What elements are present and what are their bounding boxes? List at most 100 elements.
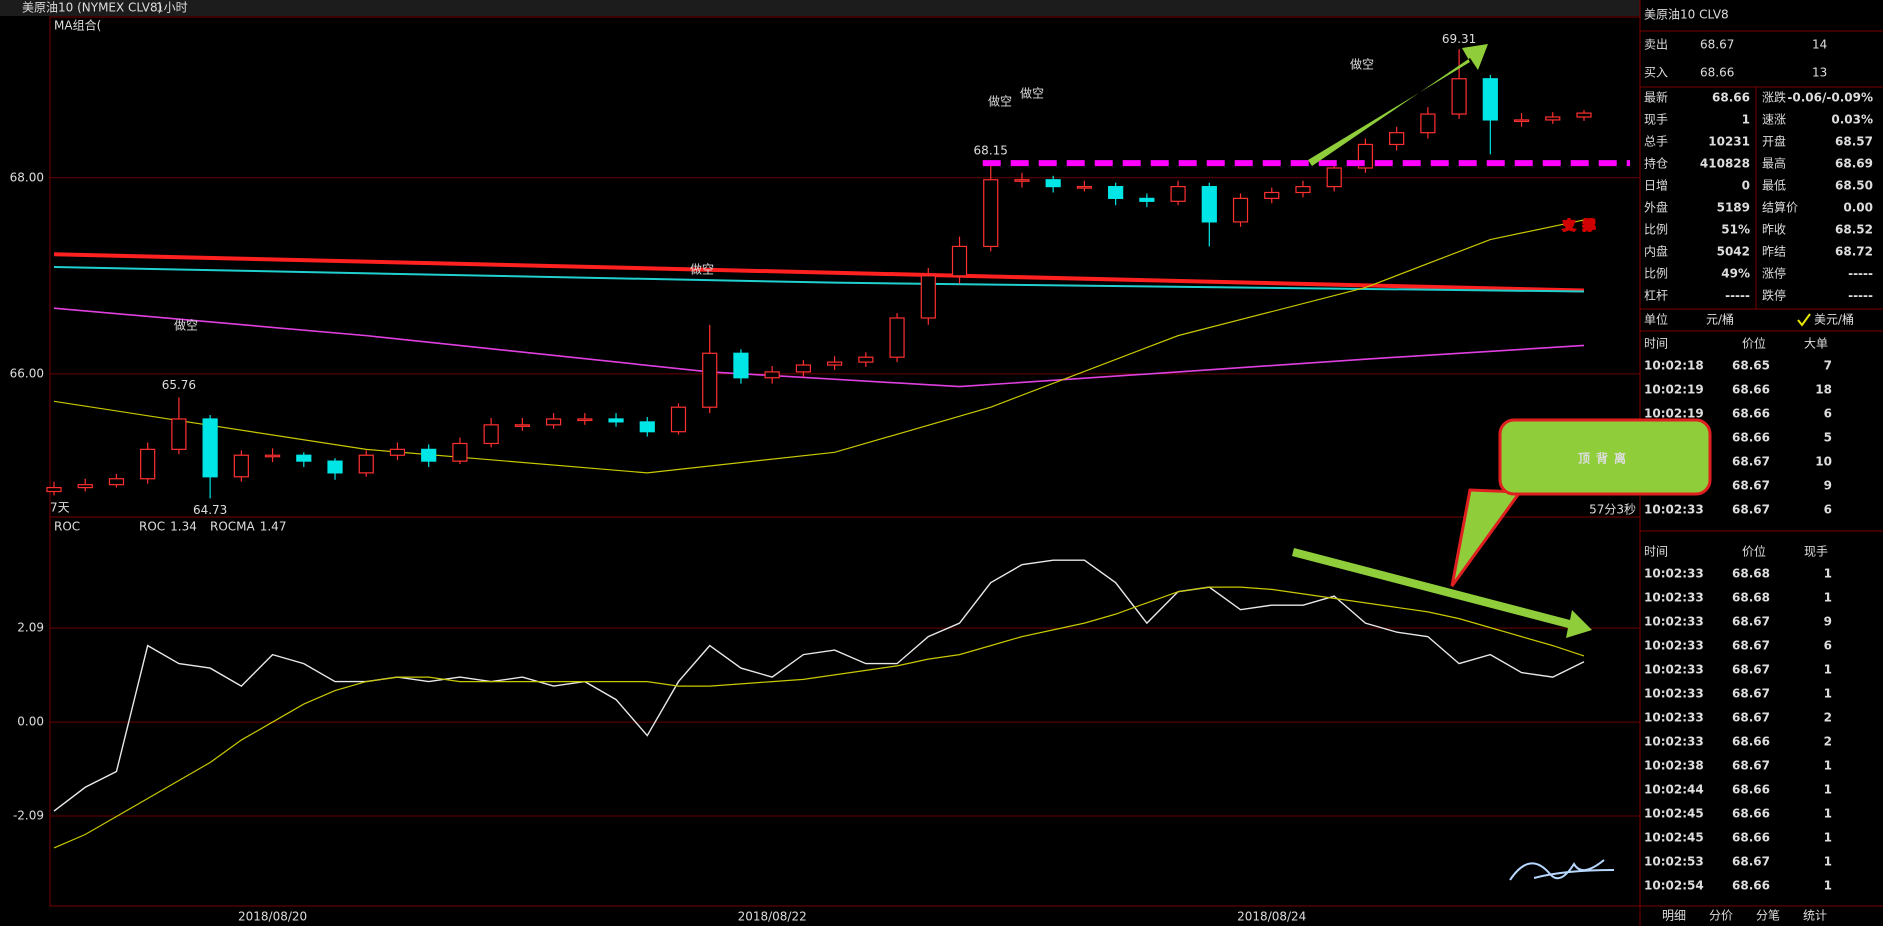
stat-label: 跌停 <box>1762 288 1786 303</box>
trade-time: 10:02:33 <box>1644 567 1704 581</box>
table-header: 大单 <box>1804 337 1828 351</box>
candle-body <box>296 454 312 462</box>
trade-time: 10:02:33 <box>1644 591 1704 605</box>
order-price: 68.66 <box>1700 66 1734 80</box>
candle-body <box>389 448 406 456</box>
x-tick-label: 2018/08/24 <box>1237 910 1306 924</box>
stat-value: 1 <box>1742 113 1750 127</box>
stat-value: 68.69 <box>1835 157 1873 171</box>
order-size: 13 <box>1812 66 1827 80</box>
trade-time: 10:02:18 <box>1644 359 1704 373</box>
tab[interactable]: 分笔 <box>1756 908 1780 923</box>
table-header: 价位 <box>1742 544 1766 559</box>
candle-body <box>1170 186 1186 202</box>
candle-body <box>983 179 999 248</box>
trade-time: 10:02:45 <box>1644 807 1704 821</box>
trade-price: 68.66 <box>1732 807 1770 821</box>
candle-body <box>358 454 374 474</box>
trade-time: 10:02:53 <box>1644 855 1704 869</box>
stat-value: ----- <box>1848 267 1873 281</box>
stat-value: ----- <box>1725 289 1750 303</box>
candle-body <box>421 448 437 462</box>
stat-value: 68.52 <box>1835 223 1873 237</box>
stat-value: 5042 <box>1717 245 1750 259</box>
signature <box>1509 859 1615 881</box>
candle-body <box>1076 186 1093 189</box>
trade-time: 10:02:33 <box>1644 687 1704 701</box>
stat-label: 总手 <box>1644 135 1668 149</box>
stat-value: 51% <box>1721 223 1750 237</box>
candle-body <box>483 424 499 445</box>
stat-value: 0.03% <box>1831 113 1873 127</box>
trend-arrow-up <box>1308 44 1488 166</box>
stat-label: 现手 <box>1644 113 1668 127</box>
candle-body <box>1576 112 1592 118</box>
stat-label: 比例 <box>1644 223 1668 237</box>
y-tick-label: 68.00 <box>10 170 44 184</box>
table-header: 价位 <box>1742 336 1766 351</box>
trade-time: 10:02:19 <box>1644 383 1704 397</box>
trade-price: 68.65 <box>1732 359 1770 373</box>
candle-body <box>920 275 936 319</box>
candle-body <box>1014 179 1030 182</box>
order-label: 卖出 <box>1644 38 1668 52</box>
trade-price: 68.66 <box>1732 783 1770 797</box>
tab[interactable]: 统计 <box>1803 909 1827 923</box>
indicator-select: ROC <box>54 520 80 534</box>
trade-price: 68.67 <box>1732 503 1770 517</box>
stat-label: 昨收 <box>1762 223 1786 237</box>
stat-label: 比例 <box>1644 267 1668 281</box>
tab[interactable]: 明细 <box>1662 909 1686 923</box>
order-price: 68.67 <box>1700 38 1734 52</box>
countdown: 57分3秒 <box>1589 503 1636 517</box>
chart-layer: 66.0068.00MA组合(65.7664.7368.1569.31做空做空做… <box>10 8 1883 924</box>
divergence-text: 顶背离 <box>1578 451 1632 466</box>
unit-option[interactable]: 元/桶 <box>1706 312 1734 327</box>
candle-body <box>951 245 968 277</box>
price-extreme-label: 65.76 <box>162 378 196 392</box>
trade-size: 5 <box>1824 431 1832 445</box>
tab[interactable]: 分价 <box>1709 909 1733 923</box>
period-select[interactable]: 1小时 <box>156 1 188 15</box>
y-tick-label: -2.09 <box>13 809 44 823</box>
ma-line <box>53 266 1585 293</box>
trade-time: 10:02:45 <box>1644 831 1704 845</box>
trade-size: 1 <box>1824 855 1832 869</box>
trade-size: 18 <box>1815 383 1832 397</box>
trade-price: 68.66 <box>1732 407 1770 421</box>
trade-time: 10:02:33 <box>1644 503 1704 517</box>
unit-label: 单位 <box>1644 312 1668 327</box>
price-extreme-label: 64.73 <box>193 503 227 517</box>
trade-size: 6 <box>1824 407 1832 421</box>
trade-price: 68.68 <box>1732 591 1770 605</box>
order-size: 14 <box>1812 38 1827 52</box>
signal-label: 做空 <box>988 94 1012 109</box>
trade-size: 6 <box>1824 503 1832 517</box>
candle-body <box>514 424 530 427</box>
trade-size: 1 <box>1824 591 1832 605</box>
candle-body <box>1295 186 1311 194</box>
trade-price: 68.67 <box>1732 855 1770 869</box>
trade-price: 68.67 <box>1732 615 1770 629</box>
trade-price: 68.67 <box>1732 639 1770 653</box>
unit-option[interactable]: 美元/桶 <box>1814 312 1854 327</box>
trade-price: 68.66 <box>1732 879 1770 893</box>
stat-label: 涨停 <box>1762 266 1786 281</box>
trade-size: 10 <box>1815 455 1832 469</box>
stat-label: 昨结 <box>1762 245 1786 259</box>
stat-value: 68.66 <box>1712 91 1750 105</box>
stat-label: 持仓 <box>1644 156 1668 171</box>
candle-body <box>1420 113 1436 134</box>
trade-price: 68.67 <box>1732 455 1770 469</box>
trade-size: 6 <box>1824 639 1832 653</box>
title-bar <box>0 0 1640 16</box>
trade-price: 68.67 <box>1732 479 1770 493</box>
candle-body <box>264 454 281 458</box>
candle-body <box>1326 167 1342 188</box>
candle-body <box>1139 197 1155 202</box>
stat-value: -0.06/-0.09% <box>1787 91 1873 105</box>
stat-label: 开盘 <box>1762 134 1786 149</box>
candle-body <box>764 371 780 379</box>
